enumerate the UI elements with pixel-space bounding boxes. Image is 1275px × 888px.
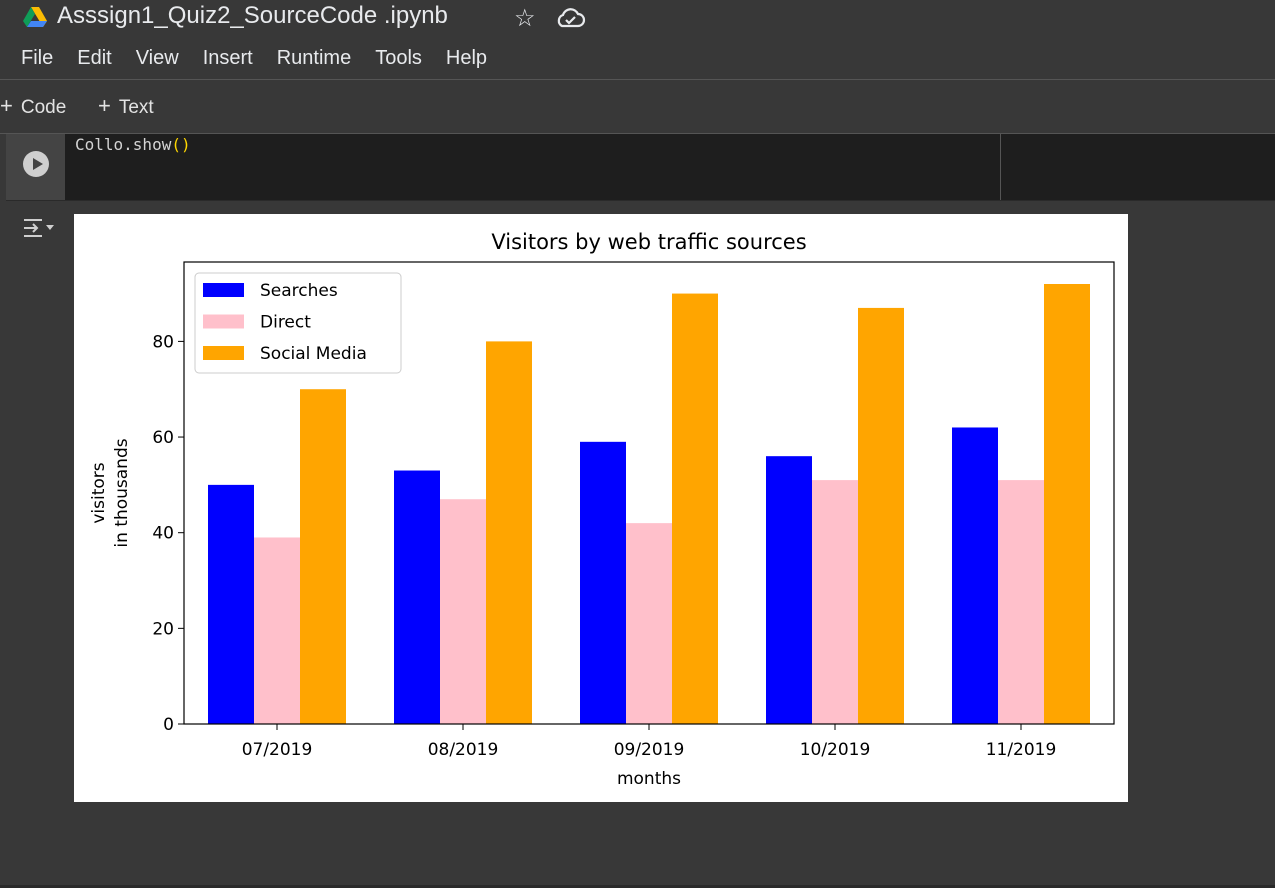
x-tick-label: 11/2019 <box>986 740 1057 760</box>
bar-direct-2 <box>626 523 672 724</box>
cloud-saved-icon[interactable] <box>554 6 586 30</box>
menu-insert[interactable]: Insert <box>202 47 253 69</box>
google-drive-logo-icon[interactable] <box>22 6 48 28</box>
toolbar-divider <box>0 133 1275 134</box>
plus-icon: + <box>98 93 111 118</box>
x-tick-label: 10/2019 <box>800 740 871 760</box>
star-icon[interactable]: ☆ <box>514 5 536 32</box>
code-line[interactable]: Collo.show() <box>75 135 191 154</box>
y-axis-label-line2: in thousands <box>112 438 132 547</box>
bar-chart: 0 20 40 60 80 07/2019 08/2019 09/2019 10/2019 11/… <box>89 230 1115 789</box>
bar-direct-1 <box>440 499 486 724</box>
menu-bar: File Edit View Insert Runtime Tools Help <box>0 42 499 74</box>
bar-searches-0 <box>208 484 254 724</box>
bar-social-media-3 <box>858 307 904 724</box>
add-code-label: Code <box>20 97 67 118</box>
bar-direct-4 <box>998 480 1044 724</box>
legend-label-0: Searches <box>260 281 338 301</box>
y-tick-label: 20 <box>152 619 174 639</box>
menu-tools[interactable]: Tools <box>375 47 422 69</box>
add-code-button[interactable]: + Code <box>0 93 66 119</box>
legend-swatch-1 <box>203 314 244 329</box>
y-axis-label-line1: visitors <box>89 462 109 523</box>
y-tick-label: 40 <box>152 524 174 544</box>
output-toggle-icon[interactable] <box>22 216 56 240</box>
code-parens: () <box>171 135 191 154</box>
legend-box <box>194 272 402 374</box>
y-tick-label: 60 <box>152 428 174 448</box>
menu-file[interactable]: File <box>21 47 54 69</box>
menu-help[interactable]: Help <box>445 47 488 69</box>
bar-searches-3 <box>766 456 812 724</box>
x-tick-label: 08/2019 <box>428 740 499 760</box>
code-editor-side <box>1000 134 1275 200</box>
chart-title: Visitors by web traffic sources <box>491 230 806 254</box>
bar-direct-0 <box>254 537 300 724</box>
legend-label-2: Social Media <box>260 344 367 364</box>
plus-icon: + <box>0 93 13 118</box>
bar-searches-1 <box>394 470 440 724</box>
bottom-edge <box>0 885 1275 888</box>
menu-runtime[interactable]: Runtime <box>276 47 352 69</box>
x-axis-label: months <box>617 769 681 789</box>
bar-social-media-2 <box>672 293 718 724</box>
legend-label-1: Direct <box>260 313 311 333</box>
y-tick-label: 80 <box>152 332 174 352</box>
run-cell-button[interactable] <box>23 151 49 177</box>
bar-searches-4 <box>952 427 998 724</box>
cell-toolbar: + Code + Text <box>0 80 1275 133</box>
code-editor[interactable] <box>65 134 1000 200</box>
title-bar: Asssign1_Quiz2_SourceCode .ipynb ☆ <box>0 0 1275 36</box>
add-text-label: Text <box>118 97 154 118</box>
bar-social-media-1 <box>486 341 532 724</box>
x-tick-label: 09/2019 <box>614 740 685 760</box>
menu-edit[interactable]: Edit <box>77 47 112 69</box>
x-tick-label: 07/2019 <box>242 740 313 760</box>
y-tick-label: 0 <box>163 715 174 735</box>
chart-figure: 0 20 40 60 80 07/2019 08/2019 09/2019 10/2019 11/… <box>74 214 1128 802</box>
legend-swatch-2 <box>203 346 244 360</box>
menu-divider <box>0 79 1275 80</box>
add-text-button[interactable]: + Text <box>98 93 154 119</box>
bar-searches-2 <box>580 441 626 724</box>
legend-swatch-0 <box>203 283 244 297</box>
bar-social-media-0 <box>300 389 346 724</box>
notebook-title[interactable]: Asssign1_Quiz2_SourceCode .ipynb <box>57 2 448 29</box>
bar-social-media-4 <box>1044 284 1090 724</box>
code-text: Collo.show <box>75 135 172 154</box>
bar-direct-3 <box>812 480 858 724</box>
menu-view[interactable]: View <box>135 47 179 69</box>
